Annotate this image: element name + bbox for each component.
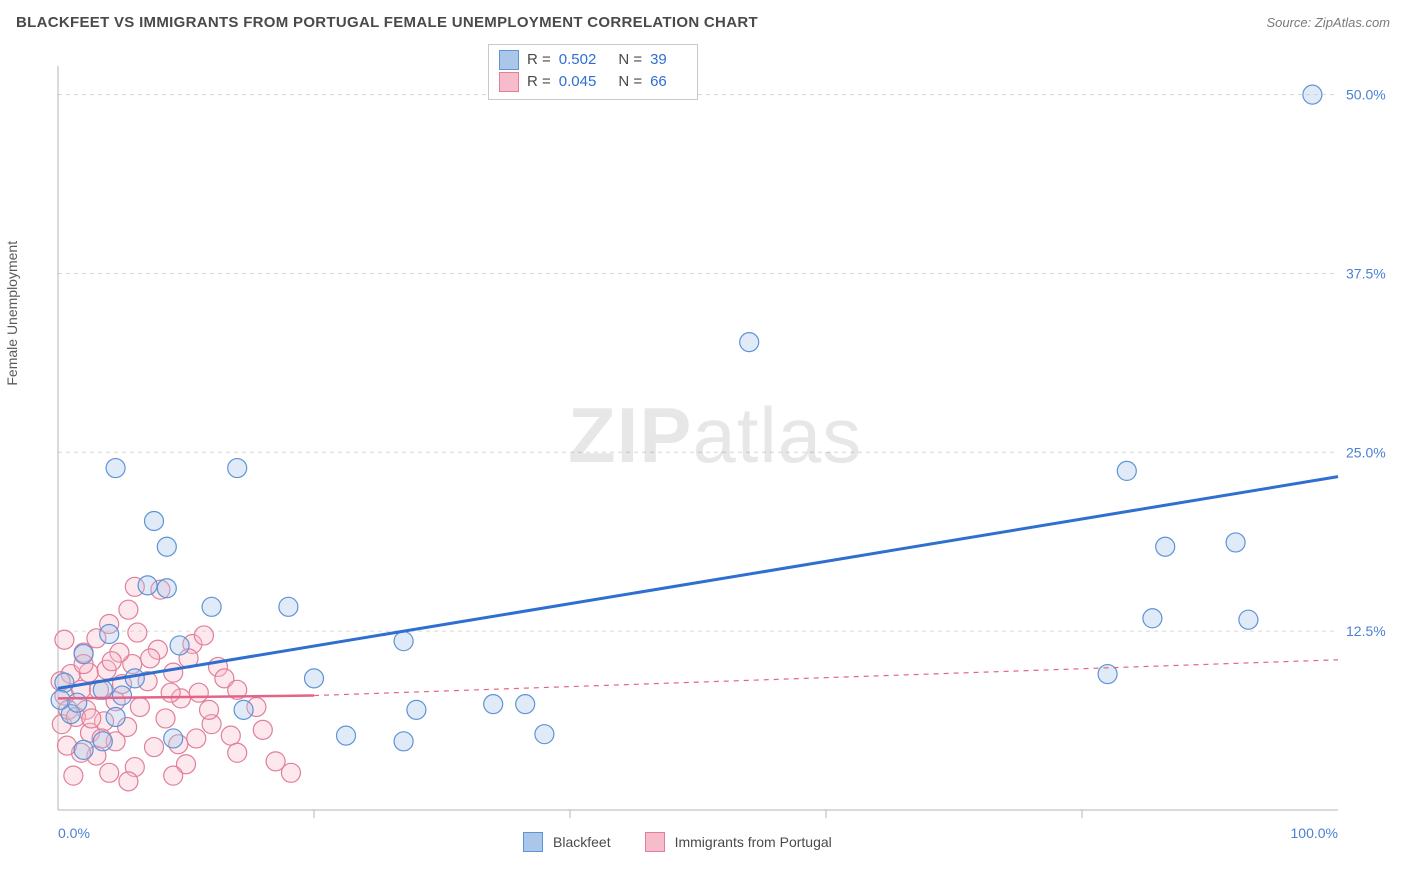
- stats-row-b: R = 0.045 N = 66: [499, 71, 681, 93]
- legend-label-b: Immigrants from Portugal: [675, 834, 832, 850]
- n-value-b: 66: [650, 71, 667, 93]
- swatch-series-a: [523, 832, 543, 852]
- swatch-series-a: [499, 50, 519, 70]
- chart-source: Source: ZipAtlas.com: [1266, 15, 1390, 30]
- series-legend: Blackfeet Immigrants from Portugal: [523, 832, 832, 852]
- svg-text:25.0%: 25.0%: [1346, 444, 1386, 460]
- svg-text:0.0%: 0.0%: [58, 825, 90, 841]
- r-label: R =: [527, 49, 551, 71]
- swatch-series-b: [645, 832, 665, 852]
- legend-label-a: Blackfeet: [553, 834, 611, 850]
- r-label: R =: [527, 71, 551, 93]
- header-bar: BLACKFEET VS IMMIGRANTS FROM PORTUGAL FE…: [0, 0, 1406, 44]
- stats-row-a: R = 0.502 N = 39: [499, 49, 681, 71]
- n-value-a: 39: [650, 49, 667, 71]
- r-value-a: 0.502: [559, 49, 597, 71]
- svg-text:100.0%: 100.0%: [1291, 825, 1338, 841]
- svg-text:12.5%: 12.5%: [1346, 623, 1386, 639]
- plot-container: Female Unemployment ZIPatlas 12.5%25.0%3…: [48, 50, 1388, 850]
- n-label: N =: [618, 71, 642, 93]
- svg-text:37.5%: 37.5%: [1346, 265, 1386, 281]
- n-label: N =: [618, 49, 642, 71]
- y-axis-label: Female Unemployment: [4, 241, 20, 386]
- chart-title: BLACKFEET VS IMMIGRANTS FROM PORTUGAL FE…: [16, 14, 758, 31]
- stats-legend: R = 0.502 N = 39 R = 0.045 N = 66: [488, 44, 698, 100]
- scatter-plot: 12.5% 25.0% 37.5% 50.0% 0.0% 100.0%: [48, 50, 1388, 850]
- svg-text:50.0%: 50.0%: [1346, 87, 1386, 103]
- r-value-b: 0.045: [559, 71, 597, 93]
- swatch-series-b: [499, 72, 519, 92]
